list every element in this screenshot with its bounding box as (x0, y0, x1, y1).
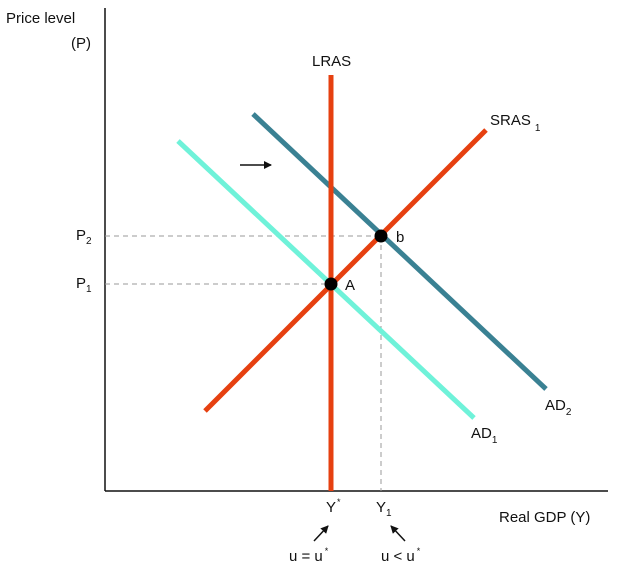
ad2-curve (251, 112, 548, 391)
sras-curve (203, 128, 488, 413)
p1-label: P1 (76, 275, 92, 295)
low-unemployment-arrow (390, 525, 406, 542)
y-axis-title-line1: Price level (6, 10, 75, 27)
point-b-label: b (396, 229, 404, 246)
point-b-marker (374, 229, 388, 243)
sras-label: SRAS 1 (490, 112, 541, 134)
p2-label: P2 (76, 227, 92, 247)
ad2-label: AD2 (545, 397, 572, 418)
y-axis-title-line2: (P) (71, 35, 91, 52)
ad1-curve (176, 139, 476, 420)
point-a-marker (324, 277, 338, 291)
point-a-label: A (345, 277, 355, 294)
low-unemployment-label: u < u * (381, 546, 421, 565)
y-star-label: Y* (326, 497, 341, 516)
ad1-label: AD1 (471, 425, 498, 446)
x-axis-title: Real GDP (Y) (499, 509, 590, 526)
natural-unemployment-arrow (313, 525, 329, 542)
lras-label: LRAS (312, 53, 351, 70)
y1-label: Y1 (376, 499, 392, 519)
natural-unemployment-label: u = u * (289, 546, 329, 565)
